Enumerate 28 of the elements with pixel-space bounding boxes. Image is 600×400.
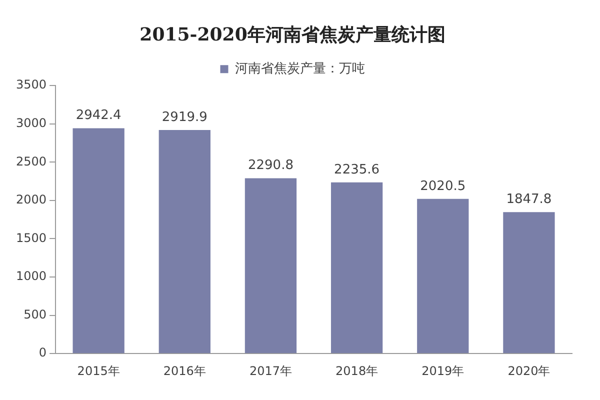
data-label: 1847.8 [506,192,552,207]
bar [158,130,210,354]
x-tick-label: 2020年 [508,364,550,378]
data-label: 2942.4 [76,108,122,124]
y-tick-label: 2500 [16,154,47,168]
x-tick-label: 2017年 [249,364,292,378]
bar [72,128,124,354]
y-tick-label: 3000 [16,116,47,130]
data-label: 2020.5 [420,178,466,194]
bar [244,178,297,354]
x-tick-label: 2018年 [336,364,378,378]
bar [330,182,383,354]
data-label: 2235.6 [334,162,380,178]
x-tick-label: 2016年 [163,364,206,378]
y-tick-label: 1500 [16,230,47,245]
chart-title: 2015-2020年河南省焦炭产量统计图 [140,24,446,46]
data-label: 2290.8 [248,158,294,174]
bar [417,198,469,354]
y-tick-label: 2000 [16,192,47,207]
x-tick-label: 2019年 [422,364,464,378]
bar [503,212,555,354]
x-tick-label: 2015年 [77,364,120,378]
data-label: 2919.9 [162,110,208,125]
y-tick-label: 0 [38,346,47,360]
legend-label: 河南省焦炭产量：万吨 [234,61,365,76]
y-tick-label: 500 [24,307,47,322]
y-tick-label: 3500 [16,78,47,92]
y-tick-label: 1000 [16,269,47,284]
